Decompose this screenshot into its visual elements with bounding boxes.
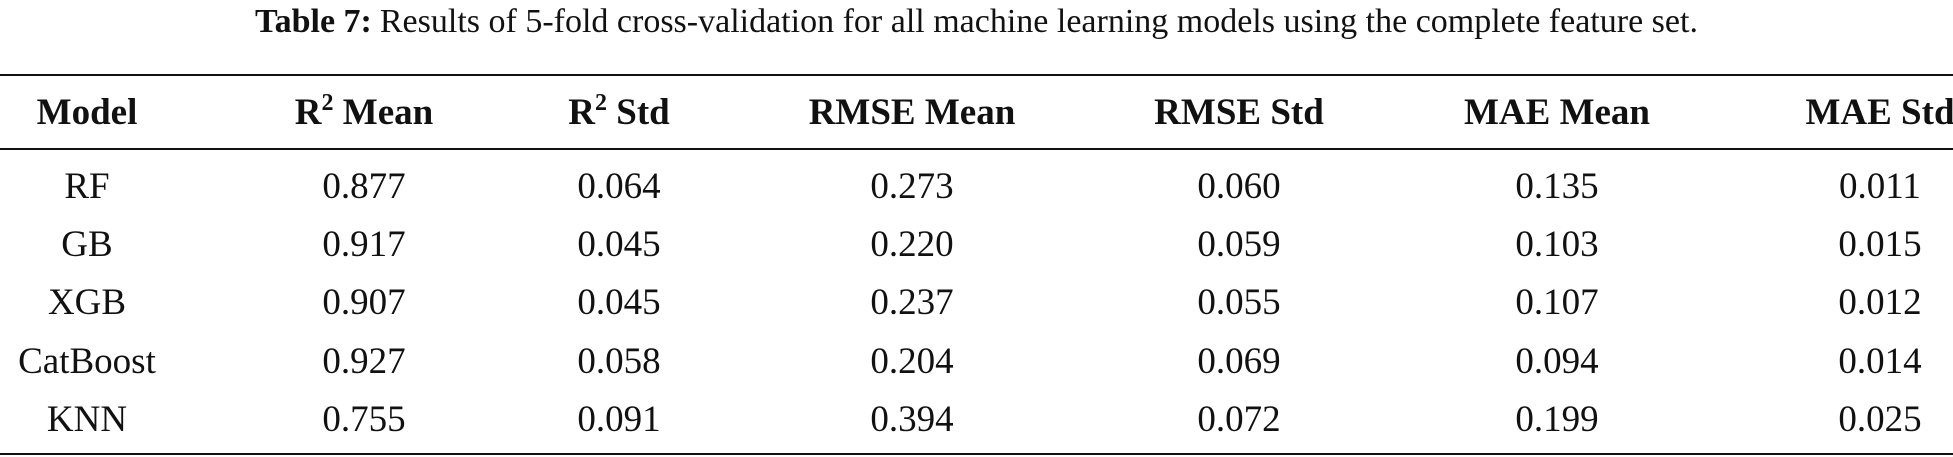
- top-rule: [0, 74, 1953, 76]
- metric-value: 0.135: [1515, 166, 1599, 207]
- metric-value: 0.907: [322, 282, 406, 324]
- mid-rule: [0, 148, 1953, 150]
- caption-text: Results of 5-fold cross-validation for a…: [379, 3, 1698, 40]
- metric-value: 0.107: [1515, 282, 1599, 324]
- model-name: CatBoost: [18, 340, 156, 382]
- metric-value: 0.273: [870, 166, 954, 207]
- caption-label: Table 7:: [255, 3, 372, 40]
- metric-value: 0.917: [322, 224, 406, 266]
- metric-value: 0.072: [1197, 398, 1281, 440]
- metric-value: 0.045: [577, 224, 661, 266]
- column-header: R2 Std: [568, 91, 669, 135]
- metric-value: 0.011: [1839, 166, 1921, 207]
- metric-value: 0.059: [1197, 224, 1281, 266]
- metric-value: 0.237: [870, 282, 954, 324]
- column-header: RMSE Std: [1154, 92, 1324, 133]
- metric-value: 0.091: [577, 398, 661, 440]
- column-header: Model: [36, 92, 138, 133]
- column-header: R2 Mean: [295, 91, 433, 135]
- metric-value: 0.064: [577, 166, 661, 207]
- metric-value: 0.055: [1197, 282, 1281, 324]
- model-name: XGB: [47, 282, 127, 324]
- metric-value: 0.394: [870, 398, 954, 440]
- model-name: GB: [61, 224, 113, 266]
- column-header: MAE Std: [1805, 92, 1953, 133]
- header-rest: Mean: [333, 92, 434, 133]
- metric-value: 0.014: [1838, 340, 1922, 382]
- model-name: RF: [64, 166, 110, 207]
- metric-value: 0.069: [1197, 340, 1281, 382]
- metric-value: 0.220: [870, 224, 954, 266]
- metric-value: 0.877: [322, 166, 406, 207]
- column-header: MAE Mean: [1464, 92, 1650, 133]
- metric-value: 0.060: [1197, 166, 1281, 207]
- metric-value: 0.204: [870, 340, 954, 382]
- table-caption: Table 7: Results of 5-fold cross-validati…: [0, 2, 1953, 42]
- metric-value: 0.199: [1515, 398, 1599, 440]
- header-superscript: 2: [595, 90, 607, 116]
- model-name: KNN: [46, 398, 128, 440]
- header-superscript: 2: [321, 90, 334, 116]
- bottom-rule: [0, 453, 1953, 455]
- header-base: R: [294, 92, 322, 133]
- metric-value: 0.103: [1515, 224, 1599, 266]
- metric-value: 0.012: [1838, 282, 1922, 324]
- metric-value: 0.025: [1838, 398, 1922, 440]
- metric-value: 0.045: [577, 282, 661, 324]
- metric-value: 0.058: [577, 340, 661, 382]
- metric-value: 0.755: [322, 398, 406, 440]
- column-header: RMSE Mean: [808, 92, 1016, 133]
- metric-value: 0.927: [322, 340, 406, 382]
- metric-value: 0.015: [1838, 224, 1922, 266]
- header-base: R: [568, 92, 595, 133]
- metric-value: 0.094: [1515, 340, 1599, 382]
- header-rest: Std: [607, 92, 670, 133]
